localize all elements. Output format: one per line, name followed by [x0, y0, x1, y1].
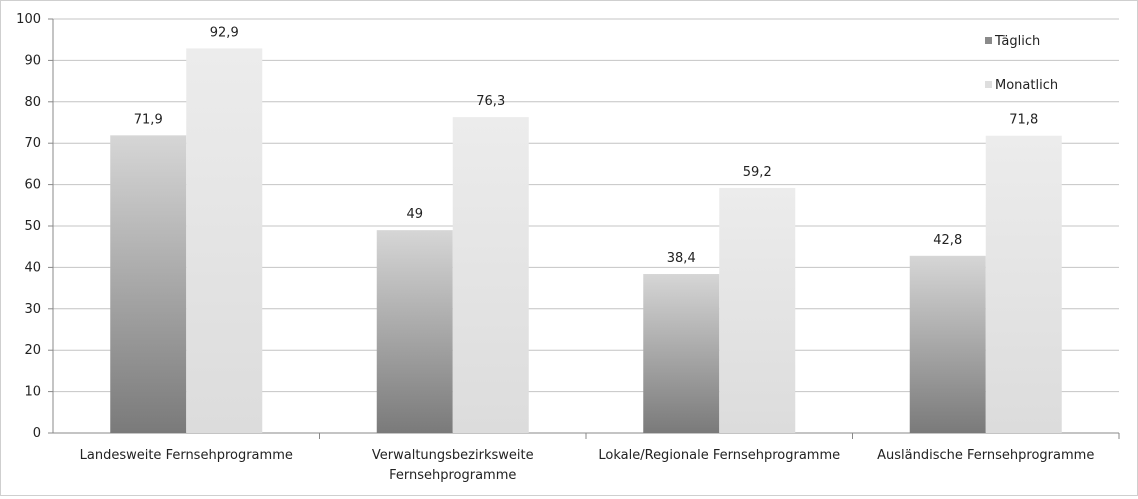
y-tick-label: 70: [24, 136, 41, 151]
y-tick-label: 0: [33, 426, 41, 441]
bar-monatlich: [985, 135, 1062, 434]
data-label: 92,9: [210, 25, 239, 40]
x-category-label: Lokale/Regionale Fernsehprogramme: [598, 448, 840, 463]
x-category-label: Fernsehprogramme: [389, 468, 516, 483]
y-tick-label: 50: [24, 219, 41, 234]
legend-swatch-taeglich: [985, 37, 992, 44]
data-label: 71,9: [134, 112, 163, 127]
y-tick-label: 100: [16, 12, 41, 27]
bar-taeglich: [376, 230, 453, 433]
y-tick-label: 30: [24, 302, 41, 317]
data-label: 71,8: [1009, 113, 1038, 128]
legend-label: Monatlich: [995, 78, 1058, 93]
data-label: 49: [406, 207, 423, 222]
legend-swatch-monatlich: [985, 81, 992, 88]
legend: Täglich Monatlich: [985, 34, 1058, 93]
y-tick-label: 60: [24, 178, 41, 193]
x-category-label: Ausländische Fernsehprogramme: [877, 448, 1094, 463]
y-tick-label: 90: [24, 53, 41, 68]
data-label: 59,2: [743, 165, 772, 180]
bar-monatlich: [719, 187, 796, 433]
y-tick-label: 20: [24, 343, 41, 358]
bar-taeglich: [643, 274, 720, 433]
data-label: 42,8: [933, 233, 962, 248]
x-category-label: Landesweite Fernsehprogramme: [80, 448, 293, 463]
axes: 0 10 20 30 40 50 60 70 80 90 100 Landesweite Fernse…: [16, 12, 1120, 483]
data-labels: 71,9 92,9 49 76,3 38,4 59,2 42,8 71,8: [134, 25, 1038, 266]
bar-taeglich: [909, 255, 986, 433]
bar-taeglich: [110, 135, 187, 434]
y-tick-label: 40: [24, 260, 41, 275]
legend-label: Täglich: [994, 34, 1040, 49]
bars: [110, 48, 1062, 434]
data-label: 38,4: [667, 251, 696, 266]
bar-monatlich: [186, 48, 263, 433]
data-label: 76,3: [476, 94, 505, 109]
y-tick-label: 80: [24, 95, 41, 110]
bar-monatlich: [452, 117, 529, 434]
x-category-label: Verwaltungsbezirksweite: [372, 448, 534, 463]
y-tick-label: 10: [24, 385, 41, 400]
